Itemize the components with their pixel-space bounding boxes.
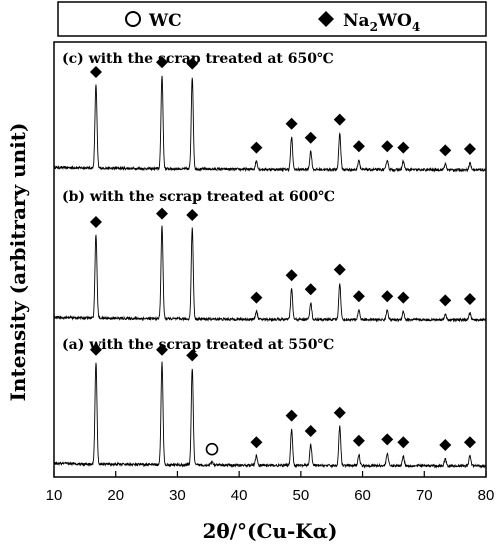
peak-marker-3-6 bbox=[285, 409, 298, 422]
x-tick-label-10: 10 bbox=[46, 487, 63, 504]
series-label-a: (a) with the scrap treated at 550℃ bbox=[62, 337, 335, 353]
peak-marker-2-8 bbox=[352, 290, 365, 303]
peak-marker-1-2 bbox=[156, 56, 168, 69]
peak-marker-2-9 bbox=[381, 290, 394, 303]
x-ticks-layer: 10 20 30 40 50 60 70 80 bbox=[46, 471, 495, 504]
peak-marker-1-6 bbox=[304, 131, 317, 144]
peak-marker-2-2 bbox=[156, 207, 168, 220]
peak-marker-1-10 bbox=[397, 141, 410, 154]
legend-wc-marker bbox=[125, 11, 141, 27]
series-label-c: (c) with the scrap treated at 650℃ bbox=[62, 51, 334, 67]
plot-frame bbox=[53, 41, 487, 478]
peak-marker-1-11 bbox=[439, 144, 452, 157]
x-tick-label-60: 60 bbox=[354, 487, 371, 504]
xrd-trace-3 bbox=[53, 361, 487, 469]
xrd-trace-1 bbox=[53, 75, 487, 173]
x-tick-label-80: 80 bbox=[478, 487, 495, 504]
peak-marker-2-7 bbox=[333, 263, 346, 276]
x-tick-label-30: 30 bbox=[169, 487, 186, 504]
series-label-b: (b) with the scrap treated at 600℃ bbox=[62, 189, 335, 205]
markers-layer bbox=[89, 56, 476, 456]
peak-marker-3-7 bbox=[304, 425, 317, 437]
peak-marker-1-9 bbox=[381, 140, 394, 153]
peak-marker-2-5 bbox=[285, 269, 298, 282]
peak-marker-3-3 bbox=[186, 349, 199, 362]
legend-na2wo4-label: Na2WO4 bbox=[343, 11, 420, 34]
peak-marker-1-3 bbox=[186, 57, 199, 70]
peak-marker-3-10 bbox=[381, 433, 394, 446]
peak-marker-2-10 bbox=[397, 291, 410, 304]
xrd-trace-2 bbox=[53, 225, 487, 323]
peak-marker-2-4 bbox=[250, 291, 263, 304]
peak-marker-3-9 bbox=[352, 434, 365, 447]
peak-marker-3-11 bbox=[397, 436, 410, 449]
peak-marker-1-8 bbox=[352, 140, 365, 153]
legend-wc-label: WC bbox=[148, 11, 182, 31]
peak-marker-2-1 bbox=[89, 216, 102, 228]
peak-marker-1-4 bbox=[250, 141, 263, 154]
x-tick-label-40: 40 bbox=[231, 487, 248, 504]
peak-marker-2-12 bbox=[463, 293, 476, 305]
peak-marker-3-2 bbox=[156, 343, 168, 356]
x-tick-label-70: 70 bbox=[416, 487, 433, 504]
peak-marker-3-8 bbox=[333, 406, 346, 419]
x-axis-label: 2θ/°(Cu-Kα) bbox=[202, 519, 337, 543]
traces-layer bbox=[53, 75, 487, 469]
peak-marker-1-12 bbox=[463, 143, 476, 155]
peak-marker-2-6 bbox=[304, 283, 317, 296]
y-axis-label: Intensity (arbitrary unit) bbox=[6, 123, 30, 402]
peak-marker-1-7 bbox=[333, 113, 346, 126]
peak-marker-3-13 bbox=[463, 436, 476, 449]
peak-marker-2-11 bbox=[439, 294, 452, 307]
x-tick-label-20: 20 bbox=[107, 487, 124, 504]
peak-marker-3-1 bbox=[89, 343, 102, 356]
legend-na2wo4-marker bbox=[318, 11, 334, 27]
x-tick-label-50: 50 bbox=[293, 487, 310, 504]
peak-marker-3-12 bbox=[439, 439, 452, 451]
peak-marker-3-5 bbox=[250, 436, 263, 449]
legend-box bbox=[57, 1, 487, 37]
peak-marker-3-4 bbox=[205, 442, 219, 456]
peak-marker-1-5 bbox=[285, 117, 298, 130]
peak-marker-2-3 bbox=[186, 209, 199, 221]
peak-marker-1-1 bbox=[89, 66, 102, 78]
